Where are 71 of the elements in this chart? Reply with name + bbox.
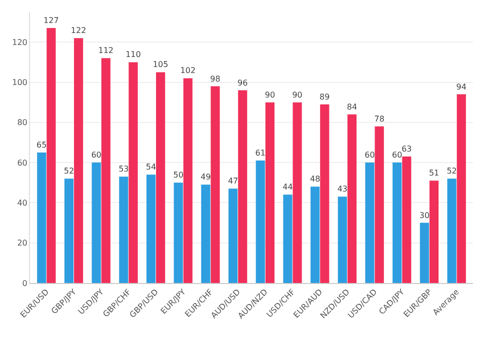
bar bbox=[128, 62, 138, 283]
bar bbox=[402, 156, 412, 283]
bar bbox=[64, 178, 74, 283]
data-label: 105 bbox=[152, 60, 168, 70]
data-label: 48 bbox=[310, 174, 320, 184]
data-label: 60 bbox=[91, 150, 102, 160]
bar bbox=[74, 38, 84, 283]
data-label: 122 bbox=[70, 26, 86, 36]
bar bbox=[183, 78, 192, 283]
data-label: 61 bbox=[255, 148, 266, 158]
bar bbox=[310, 186, 320, 283]
data-label: 52 bbox=[446, 166, 457, 176]
bar bbox=[238, 90, 248, 283]
data-label: 50 bbox=[173, 170, 184, 180]
bar bbox=[256, 160, 265, 283]
data-label: 54 bbox=[146, 162, 156, 172]
data-label: 90 bbox=[292, 90, 302, 100]
bar bbox=[92, 162, 101, 283]
bar bbox=[283, 194, 292, 283]
bar bbox=[447, 178, 456, 283]
bar bbox=[338, 196, 347, 283]
y-tick-label: 40 bbox=[17, 198, 28, 208]
bar bbox=[228, 188, 238, 283]
bar bbox=[37, 152, 46, 283]
data-label: 84 bbox=[346, 102, 358, 112]
data-label: 78 bbox=[374, 114, 384, 124]
y-tick-label: 120 bbox=[12, 38, 28, 47]
y-tick-label: 60 bbox=[17, 158, 28, 168]
data-label: 51 bbox=[428, 168, 440, 178]
bar bbox=[146, 174, 156, 283]
bar bbox=[292, 102, 302, 283]
data-label: 53 bbox=[118, 164, 129, 174]
bar bbox=[174, 182, 183, 283]
bar bbox=[46, 28, 56, 283]
y-tick-label: 20 bbox=[17, 238, 28, 248]
data-label: 43 bbox=[337, 184, 348, 194]
bar bbox=[265, 102, 274, 283]
bar bbox=[392, 162, 402, 283]
bar bbox=[101, 58, 110, 283]
data-label: 49 bbox=[200, 172, 211, 182]
data-label: 60 bbox=[392, 150, 402, 160]
data-label: 30 bbox=[419, 210, 430, 220]
data-label: 98 bbox=[210, 74, 220, 84]
data-label: 47 bbox=[228, 176, 238, 186]
bar bbox=[456, 94, 466, 283]
data-label: 90 bbox=[264, 90, 276, 100]
bar bbox=[365, 162, 374, 283]
bar bbox=[420, 222, 430, 283]
bar bbox=[429, 180, 439, 283]
bar bbox=[320, 104, 330, 283]
bar bbox=[347, 114, 357, 283]
y-tick-label: 100 bbox=[12, 78, 28, 88]
data-label: 60 bbox=[364, 150, 375, 160]
data-label: 94 bbox=[456, 82, 466, 92]
bar bbox=[119, 176, 128, 283]
data-label: 102 bbox=[180, 66, 196, 76]
bar bbox=[374, 126, 384, 283]
data-label: 44 bbox=[282, 182, 293, 192]
data-label: 127 bbox=[44, 16, 59, 26]
data-label: 52 bbox=[64, 166, 74, 176]
y-tick-label: 80 bbox=[17, 118, 28, 128]
data-label: 110 bbox=[126, 50, 141, 60]
y-tick-label: 0 bbox=[22, 278, 28, 288]
data-label: 63 bbox=[402, 144, 412, 154]
data-label: 112 bbox=[98, 46, 114, 56]
data-label: 65 bbox=[36, 140, 47, 150]
data-label: 89 bbox=[320, 92, 330, 102]
data-label: 96 bbox=[238, 78, 248, 88]
bar bbox=[210, 86, 220, 283]
bar bbox=[201, 184, 210, 283]
bar bbox=[156, 72, 166, 283]
